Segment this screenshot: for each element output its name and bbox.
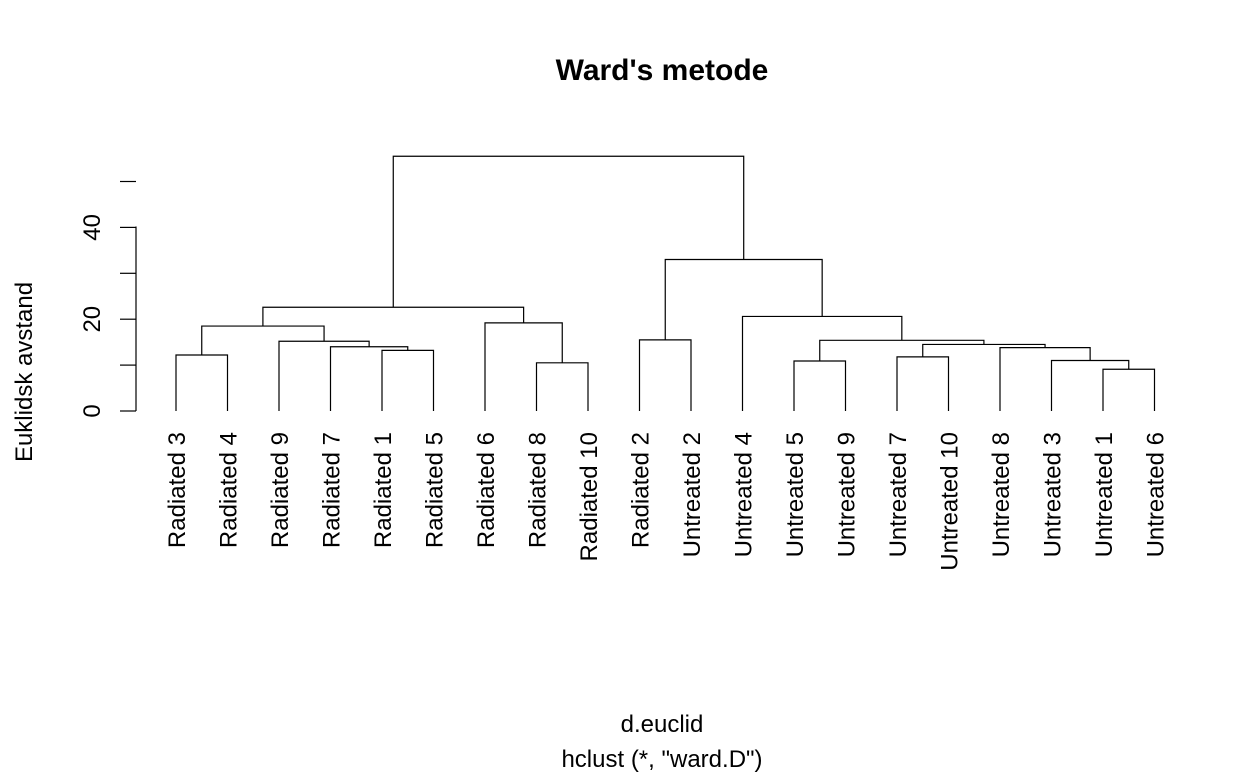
leaf-label: Untreated 4: [731, 432, 758, 557]
method-sublabel: hclust (*, "ward.D"): [561, 746, 762, 773]
leaf-label: Radiated 4: [216, 432, 243, 548]
leaf-label: Untreated 5: [782, 432, 809, 557]
leaf-label: Untreated 6: [1143, 432, 1170, 557]
dendrogram-link: [638, 339, 692, 411]
leaf-label: Untreated 3: [1040, 432, 1067, 557]
dendrogram-link: [741, 315, 903, 411]
leaf-label: Untreated 9: [834, 432, 861, 557]
leaf-label: Untreated 7: [885, 432, 912, 557]
leaf-label: Radiated 8: [525, 432, 552, 548]
leaf-label: Radiated 3: [164, 432, 191, 548]
dendrogram-link: [278, 340, 370, 411]
leaf-label: Radiated 1: [370, 432, 397, 548]
x-axis-label: d.euclid: [621, 711, 704, 738]
y-axis-label: Euklidsk avstand: [11, 282, 38, 462]
dendrogram-links: [175, 155, 1156, 411]
leaf-label: Radiated 5: [422, 432, 449, 548]
dendrogram-link: [175, 354, 229, 411]
leaf-label: Untreated 10: [937, 432, 964, 571]
dendrogram-link: [664, 258, 823, 340]
dendrogram-link: [392, 155, 745, 308]
leaf-label: Untreated 8: [988, 432, 1015, 557]
dendrogram-link: [896, 356, 950, 411]
leaf-label: Untreated 2: [679, 432, 706, 557]
leaf-label: Radiated 6: [473, 432, 500, 548]
dendrogram-link: [201, 325, 325, 356]
leaf-label: Radiated 2: [628, 432, 655, 548]
dendrogram-link: [535, 362, 589, 411]
dendrogram-link: [999, 347, 1091, 411]
dendrogram-link: [329, 346, 409, 411]
dendrogram-link: [381, 349, 435, 411]
dendrogram-link: [1102, 368, 1156, 411]
y-tick-label: 20: [79, 306, 106, 333]
dendrogram-link: [1050, 359, 1130, 411]
y-tick-label: 40: [79, 214, 106, 241]
dendrogram-link: [819, 339, 985, 361]
leaf-label: Radiated 7: [319, 432, 346, 548]
chart-title: Ward's metode: [556, 54, 769, 87]
dendrogram-link: [922, 343, 1046, 357]
dendrogram-link: [484, 322, 563, 411]
leaf-label: Untreated 1: [1091, 432, 1118, 557]
dendrogram-link: [793, 360, 847, 411]
leaf-label: Radiated 9: [267, 432, 294, 548]
leaf-labels: Radiated 3 Radiated 4 Radiated 9 Radiated 7…: [164, 432, 1170, 571]
leaf-label: Radiated 10: [576, 432, 603, 561]
y-axis: 0 20 40: [79, 180, 137, 418]
y-tick-label: 0: [79, 404, 106, 417]
